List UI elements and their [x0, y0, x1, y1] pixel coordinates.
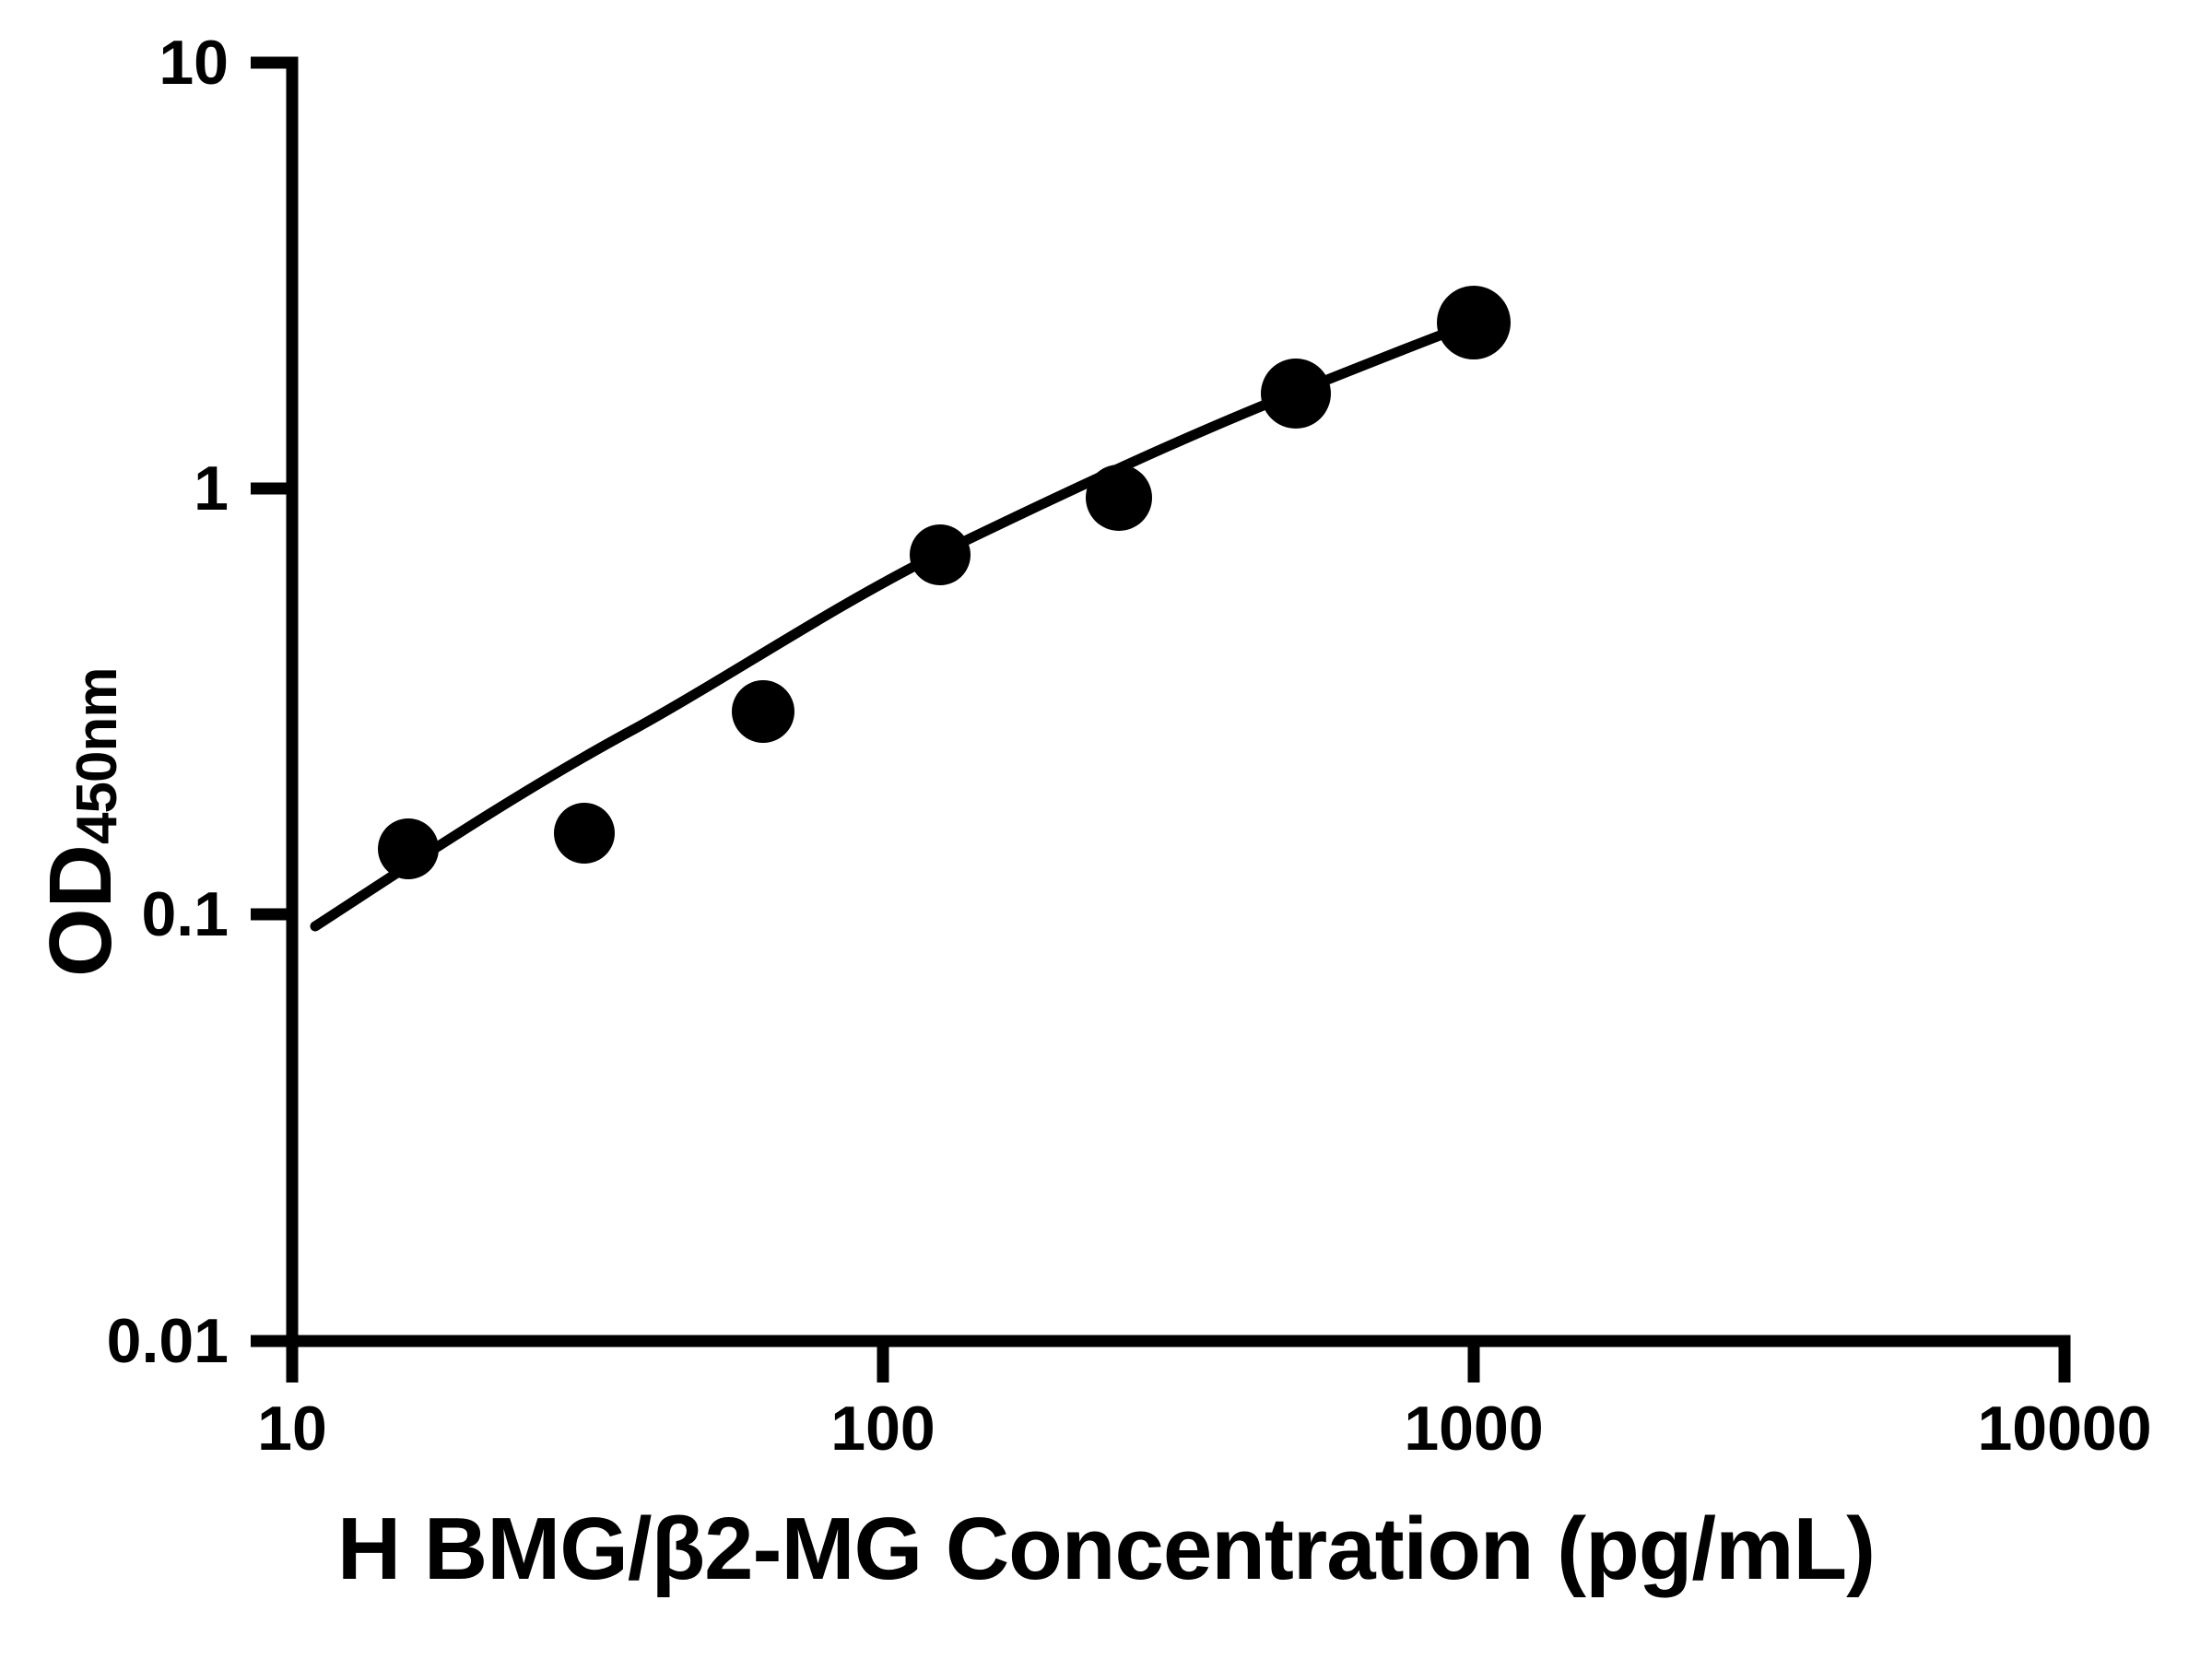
y-tick-label-1: 1 [194, 453, 229, 524]
y-tick-label-0-1: 0.1 [141, 879, 229, 949]
y-axis-title-subscript: 450nm [65, 667, 129, 844]
data-points [378, 286, 1511, 879]
y-axis-title-main: OD [31, 844, 130, 977]
data-point [910, 524, 971, 585]
data-point [1086, 465, 1152, 531]
data-point [554, 803, 615, 864]
data-point [1261, 359, 1331, 429]
data-point [732, 680, 794, 743]
data-point [1437, 286, 1511, 359]
x-tick-label-1000: 1000 [1404, 1394, 1544, 1464]
x-axis-ticks [286, 1341, 2071, 1382]
x-axis-title: H BMG/β2-MG Concentration (pg/mL) [336, 1500, 1876, 1598]
y-axis-ticks [251, 56, 292, 1347]
x-tick-label-10: 10 [257, 1394, 327, 1464]
axis-spines [286, 56, 2071, 1347]
x-tick-label-10000: 10000 [1977, 1394, 2152, 1464]
data-point [378, 818, 439, 879]
y-tick-label-0-01: 0.01 [106, 1306, 229, 1376]
y-tick-label-10: 10 [159, 28, 229, 98]
x-tick-label-100: 100 [830, 1394, 935, 1464]
y-axis-title: OD450nm [31, 0, 130, 977]
